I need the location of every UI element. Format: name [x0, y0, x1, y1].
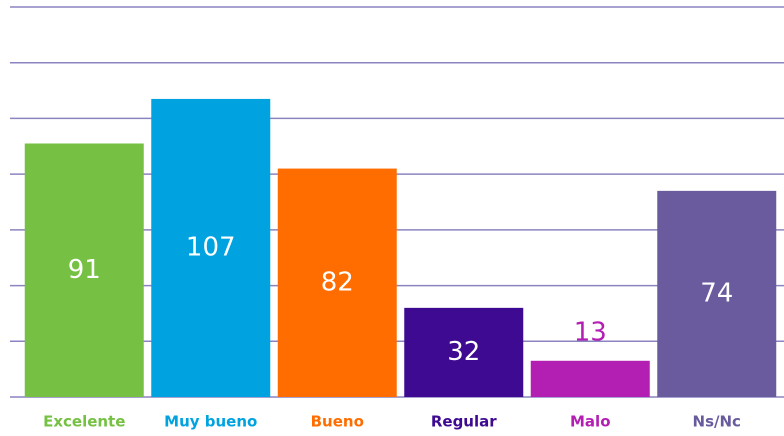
x-tick-label: Bueno [311, 413, 364, 431]
value-label: 91 [68, 255, 101, 285]
bar [657, 190, 777, 397]
bar [24, 143, 144, 397]
bar [530, 360, 650, 397]
value-label: 82 [321, 267, 354, 297]
bar [277, 168, 397, 397]
value-label: 13 [574, 317, 607, 347]
x-tick-label: Excelente [43, 413, 125, 431]
value-label: 32 [447, 337, 480, 367]
x-tick-label: Regular [431, 413, 497, 431]
bar [151, 98, 271, 397]
value-label: 107 [186, 232, 236, 262]
value-label: 74 [700, 278, 733, 308]
bar [404, 307, 524, 397]
x-tick-label: Muy bueno [164, 413, 257, 431]
x-tick-label: Malo [570, 413, 611, 431]
x-tick-label: Ns/Nc [693, 413, 741, 431]
